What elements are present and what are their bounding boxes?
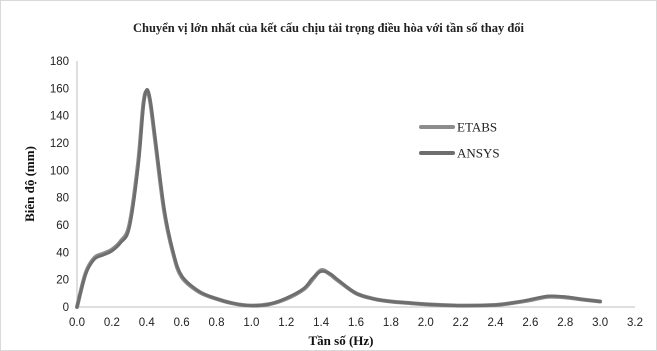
y-tick-label: 40: [56, 247, 69, 259]
x-tick-label: 2.4: [488, 317, 505, 329]
y-tick-label: 20: [56, 275, 69, 287]
y-tick-label: 60: [56, 220, 69, 232]
y-tick-label: 140: [50, 111, 69, 123]
x-tick-label: 0.0: [69, 317, 85, 329]
x-axis-label: Tần số (Hz): [309, 333, 374, 348]
x-tick-label: 1.6: [348, 317, 364, 329]
y-tick-label: 80: [56, 193, 69, 205]
x-tick-label: 1.2: [278, 317, 294, 329]
y-tick-label: 100: [50, 165, 69, 177]
y-tick-label: 120: [50, 138, 69, 150]
x-tick-label: 0.6: [174, 317, 190, 329]
x-tick-label: 0.2: [104, 317, 120, 329]
chart-title: Chuyển vị lớn nhất của kết cấu chịu tải …: [133, 21, 524, 35]
x-tick-label: 1.4: [313, 317, 330, 329]
x-tick-label: 0.8: [209, 317, 225, 329]
x-tick-label: 3.0: [592, 317, 608, 329]
x-tick-label: 0.4: [139, 317, 156, 329]
x-tick-label: 2.0: [418, 317, 434, 329]
x-tick-label: 2.8: [557, 317, 573, 329]
legend-label-ansys: ANSYS: [457, 146, 500, 161]
y-tick-label: 180: [50, 56, 69, 68]
y-tick-label: 0: [63, 302, 69, 314]
x-tick-label: 2.6: [522, 317, 538, 329]
x-tick-label: 1.8: [383, 317, 399, 329]
x-tick-label: 2.2: [453, 317, 469, 329]
x-tick-label: 3.2: [627, 317, 643, 329]
x-tick-label: 1.0: [243, 317, 259, 329]
legend-label-etabs: ETABS: [457, 120, 497, 135]
y-tick-label: 160: [50, 83, 69, 95]
series-line-ansys: [75, 87, 602, 309]
series-line-etabs: [75, 89, 603, 309]
y-axis-label: Biên độ (mm): [22, 146, 37, 222]
